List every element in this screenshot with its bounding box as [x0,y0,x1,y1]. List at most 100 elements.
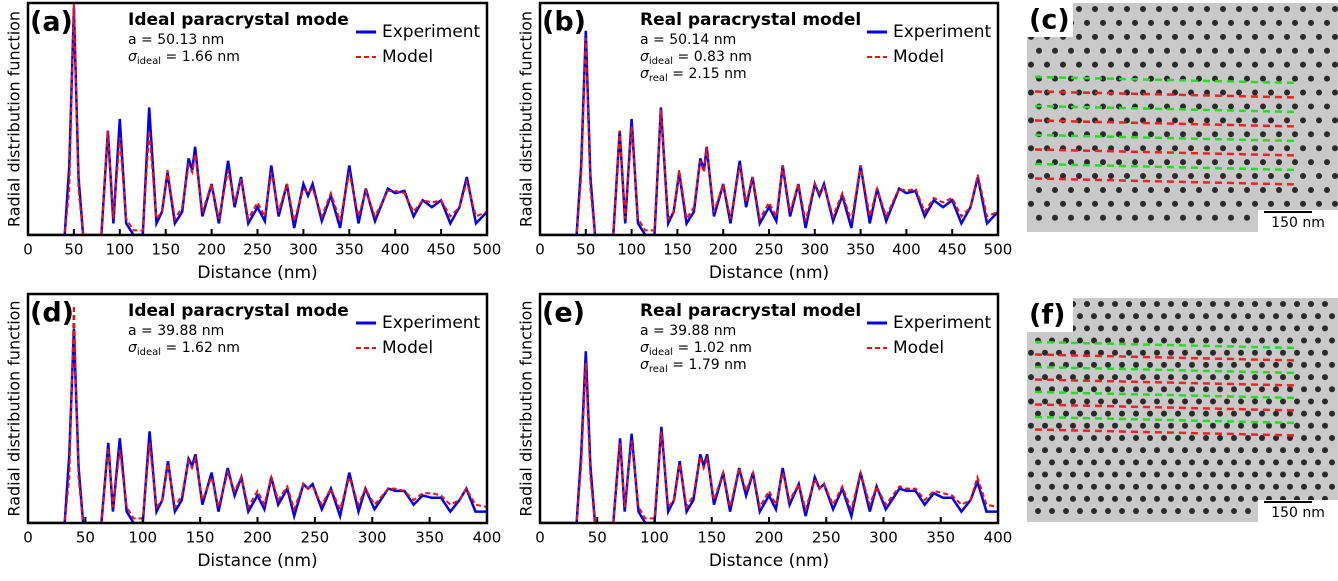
pore [1049,483,1055,490]
pore [1324,186,1330,193]
x-tick-label: 50 [64,241,83,259]
pore [1189,508,1195,515]
pore [1217,337,1223,344]
pore [1217,459,1223,466]
pore [1105,483,1111,490]
x-tick-label: 250 [243,241,272,259]
pore [1252,471,1258,478]
annotation: σideal = 0.83 nm [640,49,752,67]
pore [1105,508,1111,515]
pore [1196,447,1202,454]
pore [1301,410,1307,417]
legend-label: Model [893,338,944,358]
pore [1294,301,1300,307]
pore [1268,6,1274,12]
pore [1105,361,1111,368]
pore [1280,471,1286,478]
pore [1092,6,1098,12]
pore [1273,361,1279,368]
pore [1324,103,1330,110]
x-axis-label: Distance (nm) [197,551,317,571]
pore [1236,33,1242,40]
pore [1182,301,1188,307]
pore [1132,19,1138,26]
x-tick-label: 250 [301,529,330,547]
x-tick-label: 150 [697,529,726,547]
pore [1084,19,1090,26]
pore [1105,410,1111,417]
pore [1292,186,1298,193]
pore [1196,103,1202,110]
pore [1172,6,1178,12]
pore [1116,186,1122,193]
pore [1060,173,1066,180]
pore [1196,186,1202,193]
pore [1140,447,1146,454]
pore [1260,19,1266,26]
pore [1276,159,1282,166]
pore [1147,434,1153,441]
pore [1245,410,1251,417]
pore [1154,398,1160,405]
pore [1266,301,1272,307]
pore [1108,173,1114,180]
pore [1244,75,1250,82]
x-tick-label: 50 [588,529,607,547]
pore [1315,483,1321,490]
pore [1308,19,1314,26]
legend-label: Experiment [382,313,481,333]
pore [1119,337,1125,344]
annotation: a = 50.13 nm [128,32,224,48]
pore [1164,214,1170,221]
pore [1132,159,1138,166]
pore [1168,349,1174,356]
pore [1196,349,1202,356]
pore [1112,374,1118,381]
pore [1154,349,1160,356]
pore [1252,349,1258,356]
pore [1133,410,1139,417]
legend-label: Model [382,338,433,358]
pore [1231,483,1237,490]
pore [1203,361,1209,368]
pore [1196,495,1202,502]
pore [1268,145,1274,152]
pore [1036,214,1042,221]
pore [1287,459,1293,466]
pore [1332,200,1338,207]
x-tick-label: 200 [243,529,272,547]
pore [1100,214,1106,221]
pore [1259,483,1265,490]
pore [1231,410,1237,417]
pore [1301,361,1307,368]
pore [1268,117,1274,124]
pore [1112,471,1118,478]
pore [1244,131,1250,138]
pore [1220,200,1226,207]
pore [1332,117,1338,124]
pore [1217,386,1223,393]
pore [1180,103,1186,110]
pore [1126,422,1132,429]
pore [1070,495,1076,502]
pore [1266,325,1272,332]
pore [1112,495,1118,502]
pore [1245,337,1251,344]
pore [1175,337,1181,344]
pore [1175,386,1181,393]
pore [1092,200,1098,207]
pore [1161,459,1167,466]
pore [1268,33,1274,40]
pore [1308,374,1314,381]
pore [1322,471,1328,478]
pore [1273,459,1279,466]
pore [1224,301,1230,307]
pore [1070,374,1076,381]
series-line [28,305,487,523]
pore [1063,459,1069,466]
x-tick-label: 0 [23,241,33,259]
pore [1063,386,1069,393]
pore [1154,374,1160,381]
panel-label: (a) [30,7,73,38]
lattice-row [1034,104,1298,114]
